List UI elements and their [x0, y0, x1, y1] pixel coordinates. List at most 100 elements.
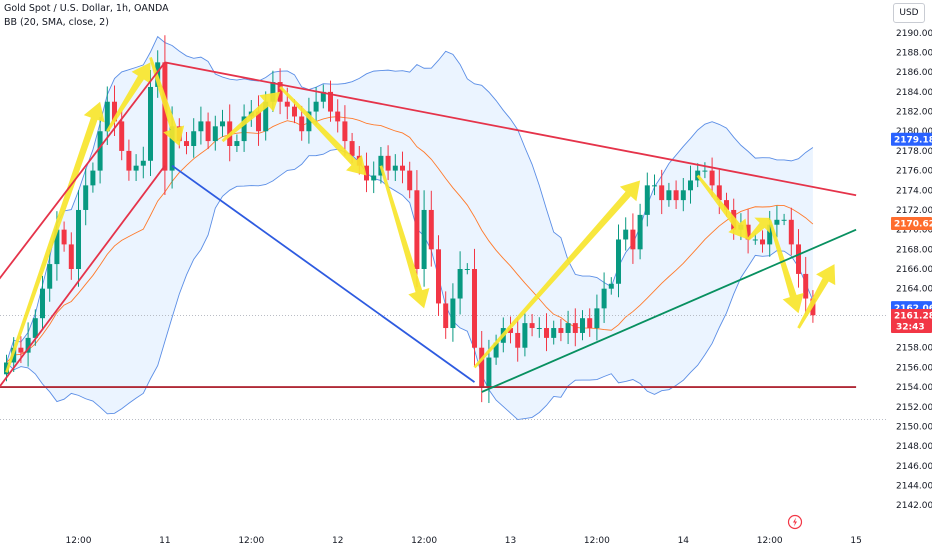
trend-arrow	[5, 101, 105, 373]
price-tick-label: 2164.00	[896, 285, 932, 295]
candle	[47, 249, 53, 302]
candle	[61, 221, 67, 252]
candle	[796, 229, 801, 288]
candle-body	[104, 101, 110, 132]
candle	[162, 35, 168, 195]
candle-body	[529, 323, 535, 329]
candle	[666, 182, 672, 207]
candle	[522, 313, 528, 357]
candle	[774, 205, 780, 238]
candle-body	[594, 308, 600, 329]
candle-body	[515, 332, 521, 348]
candle-body	[320, 91, 326, 102]
candle-body	[25, 337, 31, 353]
trend-arrow	[797, 264, 836, 329]
candle-body	[328, 91, 333, 112]
price-tick-label: 2148.00	[896, 442, 932, 452]
candle-body	[256, 111, 261, 132]
price-tag: 2170.627	[891, 216, 932, 230]
candle	[407, 161, 413, 199]
candle	[90, 162, 96, 193]
trend-arrow	[221, 91, 281, 143]
candle	[256, 95, 261, 146]
candle-body	[184, 141, 189, 146]
candle-body	[680, 190, 686, 201]
candle	[659, 169, 665, 215]
price-axis-bg	[888, 0, 932, 550]
trend-arrow	[768, 219, 804, 314]
candle	[536, 317, 542, 338]
candle	[400, 151, 405, 184]
candle-body	[508, 328, 513, 333]
candle-body	[630, 229, 636, 250]
candle-body	[421, 209, 427, 269]
candle	[392, 154, 398, 182]
trend-line	[164, 61, 857, 197]
last-price-tag: 2161.28032:43	[891, 308, 932, 333]
candle	[601, 272, 607, 323]
candle-body	[796, 244, 801, 274]
candle-body	[544, 328, 549, 338]
time-tick-label: 12:00	[584, 536, 610, 546]
candle	[191, 118, 197, 158]
candle-body	[623, 229, 629, 240]
price-tick-label: 2156.00	[896, 363, 932, 373]
candle-body	[688, 180, 693, 191]
candle-body	[752, 239, 758, 241]
candle	[630, 213, 636, 264]
candle-body	[644, 185, 650, 215]
candle-body	[486, 357, 492, 388]
time-tick-label: 14	[678, 536, 690, 546]
trend-arrow	[279, 85, 367, 176]
candle-body	[551, 328, 557, 338]
candle	[673, 180, 679, 209]
candle-body	[119, 121, 125, 151]
candle	[450, 283, 456, 342]
candle-body	[702, 170, 708, 172]
price-tick-label: 2170.00	[896, 226, 932, 236]
candle-body	[565, 323, 571, 333]
candle-body	[313, 101, 319, 112]
candle	[551, 320, 557, 345]
candle-body	[299, 116, 305, 132]
currency-button[interactable]: USD	[893, 3, 925, 23]
candle	[306, 97, 312, 144]
last-price-label: 2161.280	[894, 312, 932, 322]
candle-body	[558, 328, 564, 333]
trend-arrow	[379, 165, 430, 309]
candle	[688, 165, 693, 204]
candle	[587, 308, 593, 337]
candle-body	[709, 170, 715, 186]
trend-arrow	[747, 217, 770, 241]
candle-body	[601, 288, 607, 309]
price-tag-label: 2162.069	[894, 304, 932, 314]
candle	[212, 115, 218, 151]
last-price-bg	[891, 308, 932, 333]
price-tick-label: 2182.00	[896, 108, 932, 118]
candle-body	[428, 209, 434, 250]
candle-body	[616, 239, 621, 284]
candle-body	[47, 264, 53, 289]
candle-body	[112, 101, 117, 122]
flash-icon[interactable]	[787, 514, 803, 530]
candle-body	[148, 86, 153, 161]
symbol-title: Gold Spot / U.S. Dollar, 1h, OANDA	[4, 3, 169, 14]
price-tag-label: 2170.627	[894, 220, 932, 230]
candle	[580, 310, 585, 341]
candle-body	[54, 229, 60, 265]
candle	[414, 170, 420, 288]
candle	[40, 275, 45, 330]
price-tick-label: 2174.00	[896, 186, 932, 196]
candle-body	[587, 318, 593, 329]
candle-body	[580, 318, 585, 333]
price-tick-label: 2150.00	[896, 422, 932, 432]
price-tick-label: 2152.00	[896, 403, 932, 413]
price-tick-label: 2186.00	[896, 68, 932, 78]
price-tag-label: 2179.184	[894, 135, 932, 145]
candle-body	[126, 150, 132, 171]
price-tick-label: 2178.00	[896, 147, 932, 157]
candle-body	[522, 323, 528, 348]
price-tick-label: 2166.00	[896, 265, 932, 275]
time-tick-label: 12	[332, 536, 343, 546]
